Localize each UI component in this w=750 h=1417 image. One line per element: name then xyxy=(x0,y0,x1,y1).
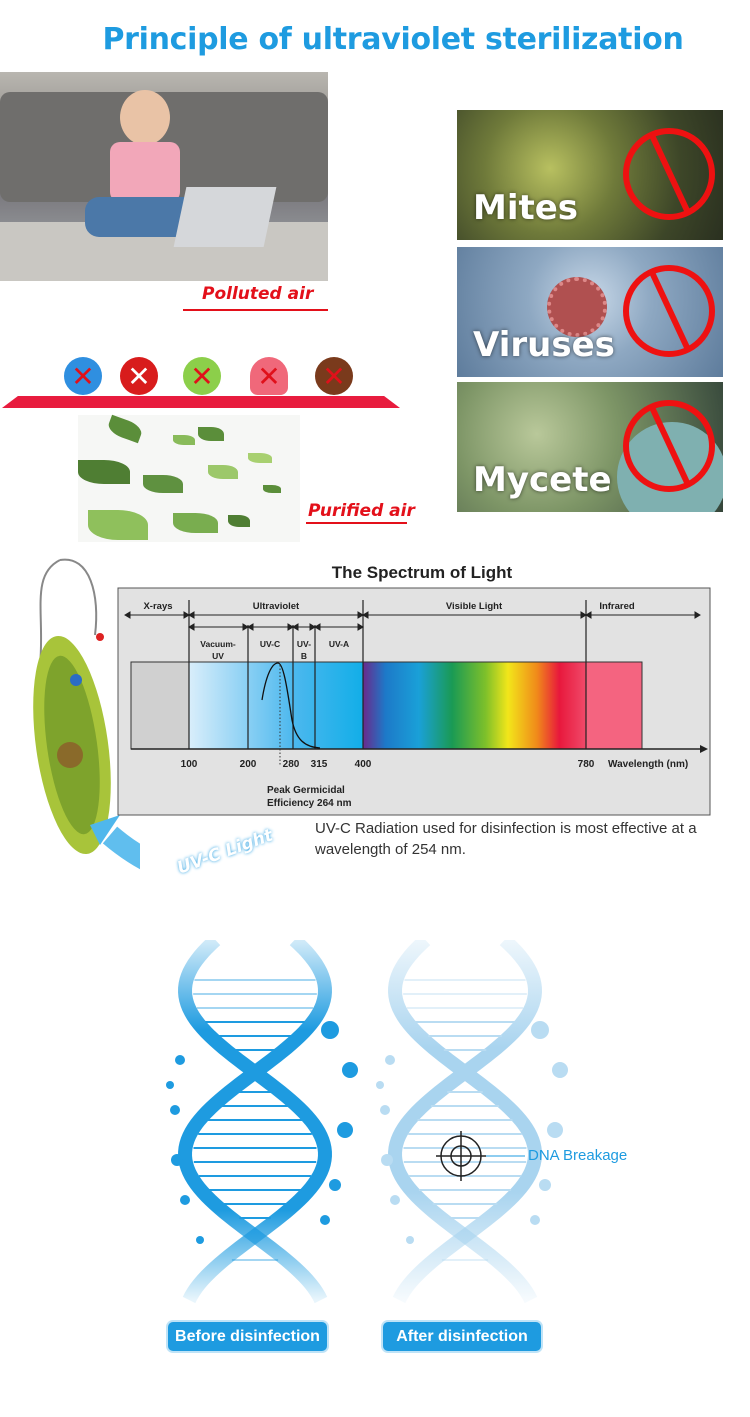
polluted-air-label: Polluted air xyxy=(202,284,314,304)
sub-uvb: UV- xyxy=(297,639,311,649)
tile-viruses: Viruses xyxy=(457,247,723,377)
tick-label: 780 xyxy=(578,759,595,770)
uvc-caption: UV-C Radiation used for disinfection is … xyxy=(315,820,697,858)
dna-illustration xyxy=(166,940,568,1304)
sub-vacuum-uv: Vacuum- xyxy=(200,639,236,649)
tile-label: Mites xyxy=(473,188,579,228)
polluted-underline xyxy=(183,309,328,311)
light-spectrum-diagram: The Spectrum of Light X-rays Ultraviolet… xyxy=(117,563,711,816)
dna-before xyxy=(166,940,358,1304)
tick-label: 400 xyxy=(355,759,372,770)
prohibited-icon xyxy=(623,400,715,492)
after-disinfection-badge: After disinfection xyxy=(383,1322,541,1351)
band-visible xyxy=(363,662,586,749)
euglena-illustration xyxy=(33,558,140,870)
uvc-light-label: UV-C Light xyxy=(174,825,276,879)
sub-uvc: UV-C xyxy=(260,639,280,649)
germ-red-icon: ✕ xyxy=(120,357,158,395)
dna-breakage-label: DNA Breakage xyxy=(528,1147,628,1164)
germicidal-curve xyxy=(261,662,321,749)
dna-after xyxy=(376,940,568,1304)
prohibited-icon xyxy=(623,265,715,357)
germ-green-crossed-icon: ✕ xyxy=(183,357,221,395)
tick-label: 280 xyxy=(283,759,300,770)
tick-label: 315 xyxy=(311,759,328,770)
germ-shelf xyxy=(2,396,400,408)
region-xrays: X-rays xyxy=(143,601,172,612)
band-infrared xyxy=(586,662,642,749)
axis-label: Wavelength (nm) xyxy=(608,759,688,770)
sub-uva: UV-A xyxy=(329,639,349,649)
germ-blue-crossed-icon: ✕ xyxy=(64,357,102,395)
peak-label-1: Peak Germicidal xyxy=(267,785,345,796)
region-infrared: Infrared xyxy=(599,601,635,612)
crosshair-icon xyxy=(436,1131,525,1181)
before-disinfection-badge: Before disinfection xyxy=(168,1322,327,1351)
tile-label: Viruses xyxy=(473,325,615,365)
band-xrays xyxy=(130,661,190,750)
floating-leaves-image xyxy=(78,414,300,542)
purified-air-label: Purified air xyxy=(308,501,415,521)
spectrum-title: The Spectrum of Light xyxy=(332,563,513,582)
page-title: Principle of ultraviolet sterilization xyxy=(102,22,684,57)
peak-label-2: Efficiency 264 nm xyxy=(267,798,352,809)
region-ultraviolet: Ultraviolet xyxy=(253,601,300,612)
tick-label: 200 xyxy=(240,759,257,770)
tile-mites: Mites xyxy=(457,110,723,240)
tick-label: 100 xyxy=(181,759,198,770)
prohibited-icon xyxy=(623,128,715,220)
girl-with-laptop-photo xyxy=(0,72,328,281)
band-ultraviolet xyxy=(189,662,363,749)
purified-underline xyxy=(306,522,407,524)
tile-label: Mycete xyxy=(473,460,612,500)
region-visible: Visible Light xyxy=(446,601,503,612)
sub-vacuum-uv-2: UV xyxy=(212,651,224,661)
germ-pink-crossed-icon: ✕ xyxy=(250,357,288,395)
tile-mycete: Mycete xyxy=(457,382,723,512)
sub-uvb-2: B xyxy=(301,651,307,661)
germ-brown-crossed-icon: ✕ xyxy=(315,357,353,395)
